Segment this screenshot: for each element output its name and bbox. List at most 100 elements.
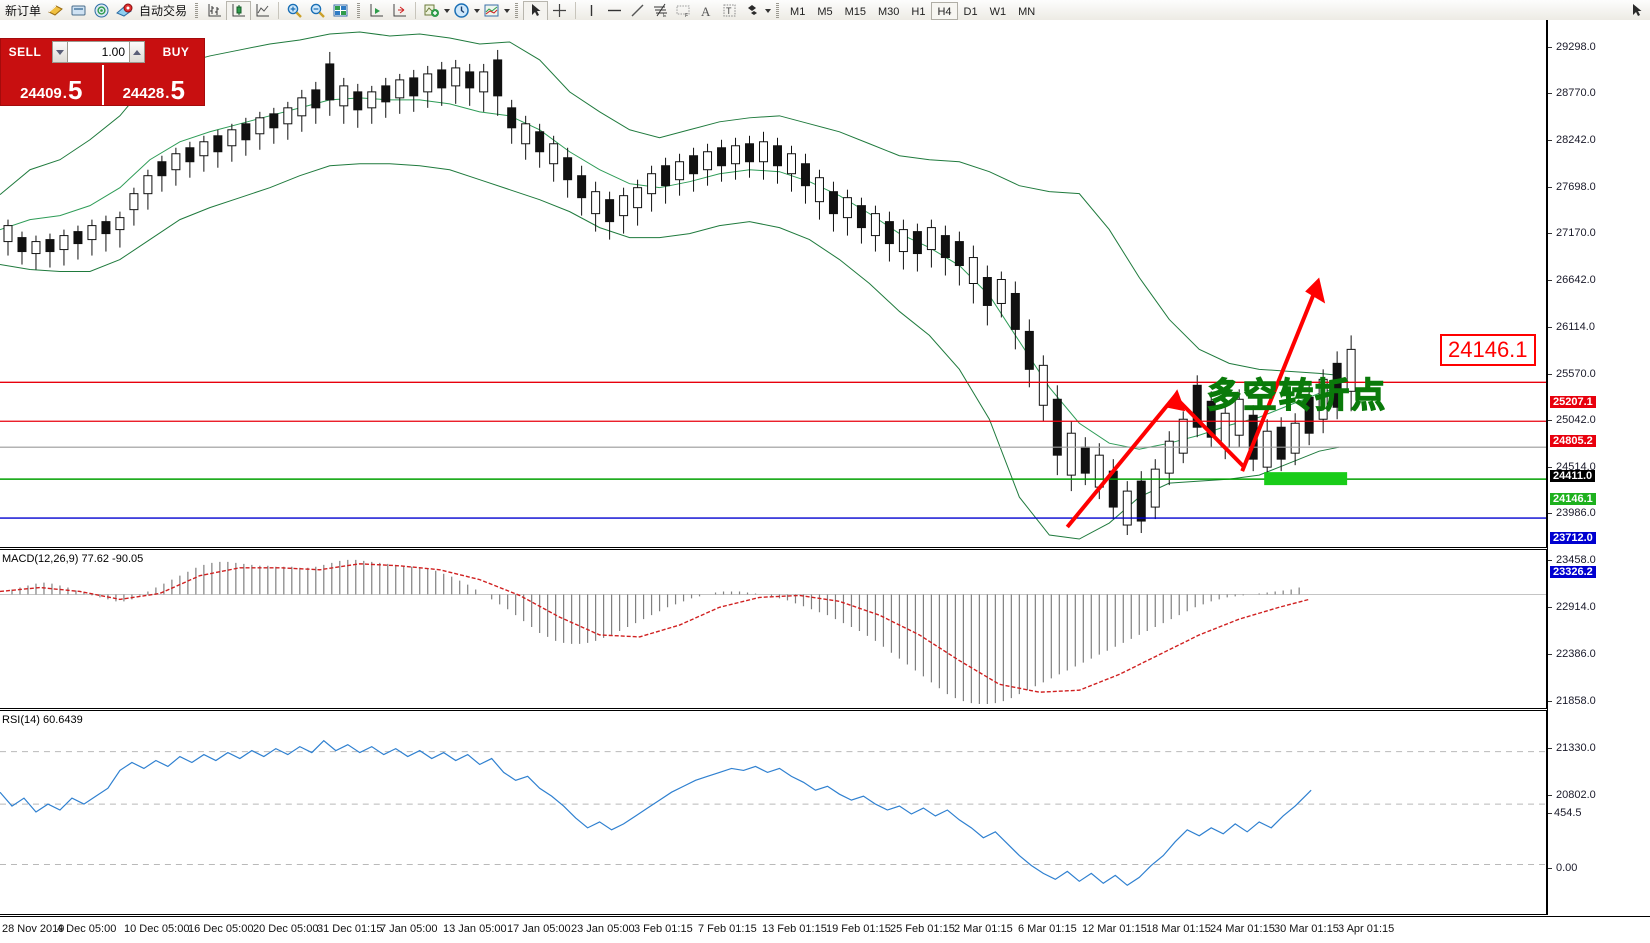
zoom-in-icon[interactable] — [283, 1, 306, 21]
new-order-button[interactable]: 新订单 — [2, 1, 44, 21]
price-tick-27170-0: 27170.0 — [1548, 227, 1596, 239]
rsi-indicator-pane[interactable] — [0, 710, 1547, 915]
price-tick-20802-0: 20802.0 — [1548, 789, 1596, 801]
candlestick-chart-icon[interactable] — [226, 0, 252, 21]
price-tick-27698-0: 27698.0 — [1548, 181, 1596, 193]
sell-price-fraction: 5 — [67, 75, 83, 105]
pointer-icon[interactable] — [1625, 1, 1648, 21]
price-tick-21858-0: 21858.0 — [1548, 695, 1596, 707]
terminal-icon[interactable] — [67, 1, 90, 21]
sell-price[interactable]: 24409 . 5 — [1, 65, 102, 105]
svg-text:E: E — [663, 13, 667, 19]
price-chart-pane[interactable] — [0, 20, 1547, 548]
price-tick-23458-0: 23458.0 — [1548, 554, 1596, 566]
bar-chart-icon[interactable] — [203, 1, 226, 21]
price-tick-29298-0: 29298.0 — [1548, 41, 1596, 53]
price-tick-24805-2: 24805.2 — [1550, 435, 1596, 447]
vertical-line-icon[interactable] — [580, 1, 603, 21]
price-tick-28770-0: 28770.0 — [1548, 87, 1596, 99]
periods-icon[interactable] — [450, 1, 473, 21]
tab-timeframe-m30[interactable]: M30 — [878, 5, 900, 18]
time-tick-label: 16 Dec 05:00 — [188, 923, 254, 935]
tab-timeframe-h4[interactable]: H4 — [931, 1, 958, 20]
auto-trading-button[interactable]: 自动交易 — [136, 1, 190, 21]
time-tick-label: 17 Jan 05:00 — [507, 923, 571, 935]
time-tick-label: 23 Jan 05:00 — [571, 923, 635, 935]
price-scale-axis[interactable]: 29298.0 28770.0 28242.0 27698.0 27170.0 26642… — [1547, 20, 1650, 915]
candlestick-series — [3, 49, 1356, 536]
price-tick-21330-0: 21330.0 — [1548, 742, 1596, 754]
tab-timeframe-w1[interactable]: W1 — [989, 5, 1007, 18]
time-tick-label: 7 Jan 05:00 — [380, 923, 438, 935]
price-chart-svg — [0, 31, 1546, 540]
shapes-dropdown-caret[interactable] — [765, 8, 772, 13]
toolbar-divider — [278, 2, 280, 19]
horizontal-line-icon[interactable] — [603, 1, 626, 21]
one-click-trading-panel[interactable]: SELL 1.00 BUY 24409 . 5 24428 . 5 — [0, 38, 205, 106]
tab-timeframe-h1[interactable]: H1 — [911, 5, 926, 18]
time-tick-label: 30 Mar 01:15 — [1274, 923, 1339, 935]
volume-decrease-button[interactable] — [52, 41, 68, 63]
grid-icon[interactable] — [329, 1, 352, 21]
crosshair-icon[interactable] — [548, 1, 571, 21]
tab-timeframe-m1[interactable]: M1 — [790, 5, 806, 18]
time-tick-label: 3 Feb 01:15 — [634, 923, 693, 935]
price-tick-23712-0: 23712.0 — [1550, 532, 1596, 544]
autotrading-icon[interactable] — [113, 1, 136, 21]
tab-timeframe-d1[interactable]: D1 — [963, 5, 978, 18]
sell-price-dot: . — [62, 85, 67, 102]
templates-icon[interactable] — [480, 1, 503, 21]
rsi-chart-svg — [0, 739, 1546, 887]
signals-icon[interactable] — [90, 1, 113, 21]
time-tick-label: 13 Feb 01:15 — [762, 923, 827, 935]
price-tick-28242-0: 28242.0 — [1548, 134, 1596, 146]
bollinger-middle-band — [0, 97, 1340, 450]
volume-input[interactable]: 1.00 — [68, 41, 129, 63]
indicators-icon[interactable] — [420, 1, 443, 21]
main-toolbar: 新订单 自动交易 — [0, 0, 1650, 22]
shapes-icon[interactable] — [741, 1, 764, 21]
cursor-icon[interactable] — [523, 0, 549, 21]
time-tick-label: 19 Feb 01:15 — [826, 923, 891, 935]
zoom-out-icon[interactable] — [306, 1, 329, 21]
data-window-icon[interactable] — [44, 1, 67, 21]
green-highlight-band — [1264, 472, 1348, 486]
trend-arrow-up-2 — [1240, 284, 1320, 472]
periods-dropdown-caret[interactable] — [474, 8, 481, 13]
tab-timeframe-mn[interactable]: MN — [1018, 5, 1036, 18]
line-chart-icon[interactable] — [251, 1, 274, 21]
price-tick-25042-0: 25042.0 — [1548, 414, 1596, 426]
macd-histogram — [11, 559, 1300, 705]
text-box-icon[interactable]: T — [718, 1, 741, 21]
time-tick-label: 7 Feb 01:15 — [698, 923, 757, 935]
time-scale-axis[interactable]: 28 Nov 2019 4 Dec 05:00 10 Dec 05:00 16 Dec… — [0, 916, 1650, 943]
fibonacci-icon[interactable]: E — [649, 1, 672, 21]
chevron-up-icon — [133, 49, 141, 55]
templates-dropdown-caret[interactable] — [504, 8, 511, 13]
volume-stepper[interactable]: 1.00 — [52, 41, 145, 63]
macd-indicator-pane[interactable] — [0, 549, 1547, 709]
time-tick-label: 28 Nov 2019 — [2, 923, 65, 935]
trendline-icon[interactable] — [626, 1, 649, 21]
auto-scroll-icon[interactable] — [388, 1, 411, 21]
shift-end-icon[interactable] — [365, 1, 388, 21]
tab-timeframe-m15[interactable]: M15 — [844, 5, 866, 18]
buy-button[interactable]: BUY — [162, 45, 190, 59]
rsi-line — [0, 739, 1312, 887]
buy-price[interactable]: 24428 . 5 — [104, 65, 205, 105]
auto-trading-label: 自动交易 — [139, 4, 188, 18]
tab-timeframe-m5[interactable]: M5 — [817, 5, 833, 18]
indicators-dropdown-caret[interactable] — [444, 8, 451, 13]
toolbar-separator — [193, 2, 200, 20]
price-tick-22914-0: 22914.0 — [1548, 601, 1596, 613]
text-icon[interactable]: A — [695, 1, 718, 21]
toolbar-separator-3 — [513, 2, 520, 20]
price-tick-25570-0: 25570.0 — [1548, 368, 1596, 380]
toolbar-separator-2 — [355, 2, 362, 20]
toolbar-separator-4 — [774, 2, 781, 20]
trend-arrow-up-1 — [1065, 392, 1179, 529]
sell-button[interactable]: SELL — [8, 45, 42, 59]
text-label-icon[interactable]: F — [672, 1, 695, 21]
price-tick-23986-0: 23986.0 — [1548, 507, 1596, 519]
volume-increase-button[interactable] — [129, 41, 145, 63]
